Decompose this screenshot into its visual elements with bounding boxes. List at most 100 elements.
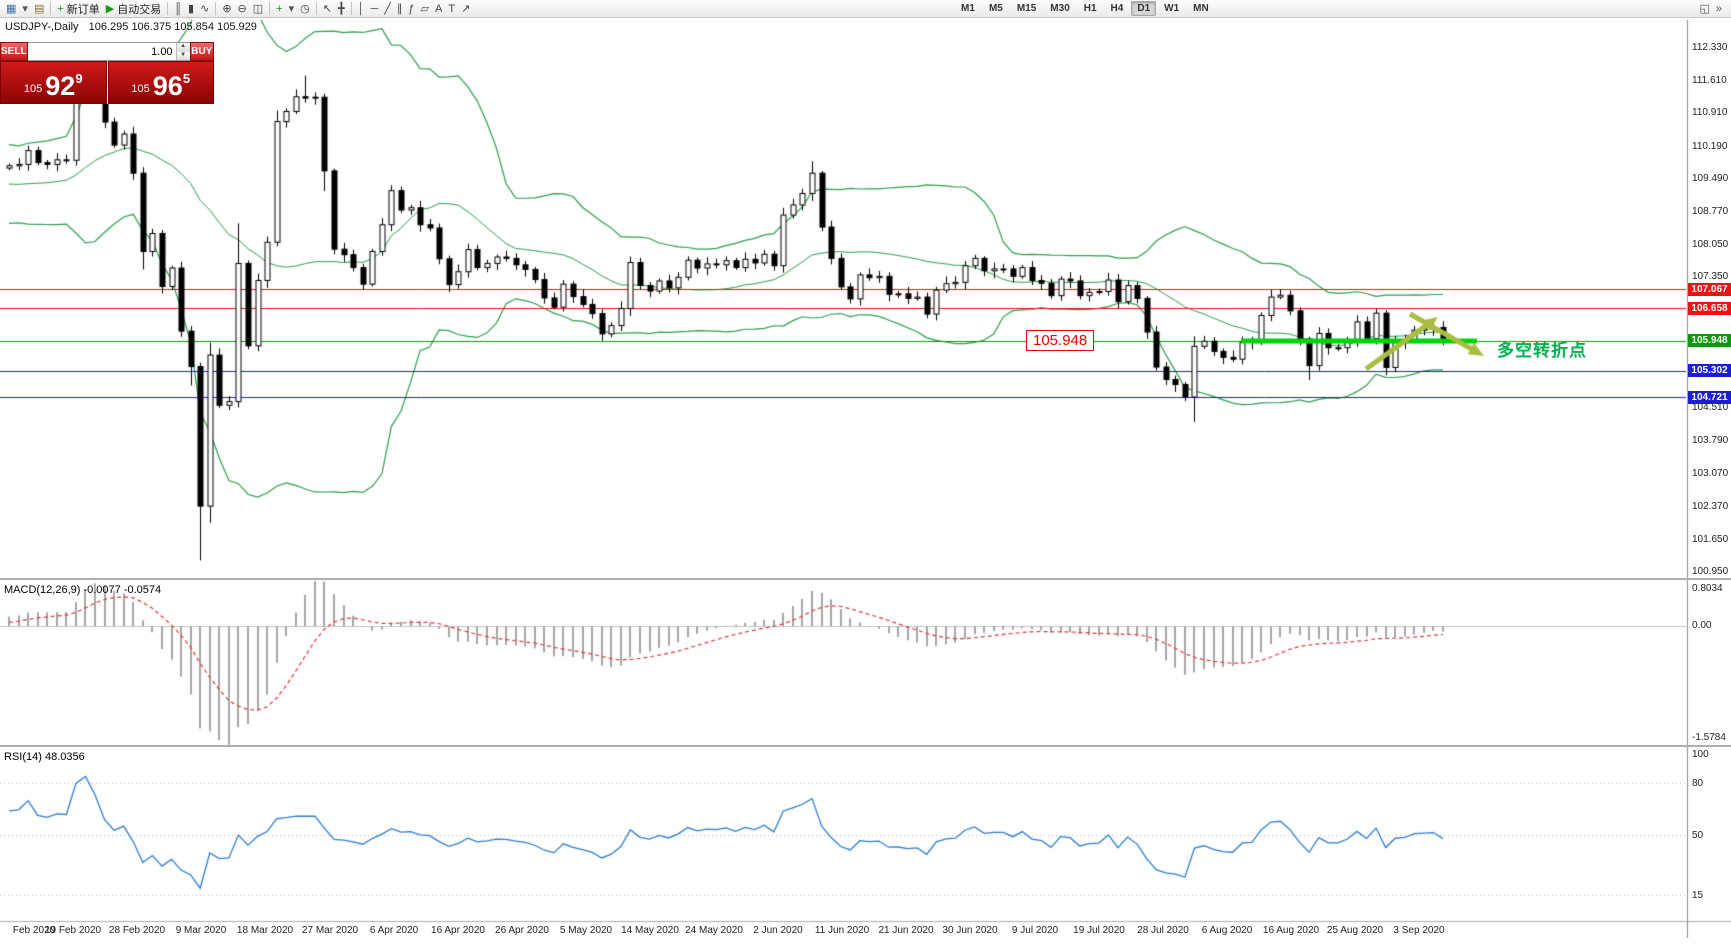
price-level-badge: 104.721	[1688, 391, 1731, 404]
zoom-out-icon[interactable]: ⊖	[235, 1, 250, 17]
macd-min-label: -1.5784	[1692, 732, 1726, 743]
timeframe-mn[interactable]: MN	[1193, 3, 1209, 14]
date-tick-label: 24 May 2020	[685, 925, 743, 936]
price-tick-label: 101.650	[1692, 534, 1729, 545]
rsi-level-label: 15	[1692, 890, 1704, 901]
line-chart-icon[interactable]: ∿	[197, 1, 212, 17]
fibonacci-icon: ƒ	[408, 2, 415, 15]
arrows-icon[interactable]: ↗	[458, 1, 473, 17]
price-level-badge: 105.302	[1688, 364, 1731, 377]
buy-button[interactable]: BUY	[189, 42, 214, 61]
new-order-button[interactable]: + 新订单	[54, 1, 102, 17]
profiles-icon[interactable]: ▤	[31, 1, 47, 17]
zoom-in-icon[interactable]: ⊕	[219, 1, 234, 17]
price-level-badge: 106.658	[1688, 302, 1731, 315]
shapes-icon[interactable]: ▱	[418, 1, 432, 17]
ohlc-values: 106.295 106.375 105.854 105.929	[88, 21, 257, 33]
tile-windows-icon[interactable]: ◫	[250, 1, 266, 17]
vertical-line-icon[interactable]: │	[355, 1, 368, 17]
timeframe-d1[interactable]: D1	[1131, 1, 1157, 16]
sell-button[interactable]: SELL	[0, 42, 28, 61]
timeframe-m15[interactable]: M15	[1016, 3, 1037, 14]
date-tick-label: 16 Apr 2020	[431, 925, 485, 936]
chart-shift-icon: ◱	[1699, 2, 1710, 15]
equidistant-channel-icon: ∥	[396, 2, 403, 15]
horizontal-line-icon[interactable]: ─	[367, 1, 381, 17]
chart-shift-icon[interactable]: ◱	[1696, 1, 1712, 17]
volume-decrease-button[interactable]: ▼	[176, 51, 190, 60]
fibonacci-icon[interactable]: ƒ	[405, 1, 417, 17]
panel-splitter-macd[interactable]	[0, 578, 1731, 580]
sell-price-big: 92	[45, 71, 76, 101]
panel-splitter-rsi[interactable]	[0, 745, 1731, 747]
text-label-icon[interactable]: T	[445, 1, 458, 17]
price-tick-label: 104.510	[1692, 402, 1729, 413]
rsi-level-label: 50	[1692, 830, 1704, 841]
buy-price-prefix: 105	[131, 83, 150, 95]
date-tick-label: 14 May 2020	[621, 925, 679, 936]
turning-point-annotation[interactable]: 多空转折点	[1497, 341, 1587, 360]
crosshair-icon[interactable]: ╋	[335, 1, 348, 17]
timeframe-m1[interactable]: M1	[961, 3, 975, 14]
text-icon[interactable]: A	[432, 1, 445, 17]
rsi-level-label: 80	[1692, 778, 1704, 789]
equidistant-channel-icon[interactable]: ∥	[394, 1, 406, 17]
autotrading-button[interactable]: ▶ 自动交易	[103, 1, 164, 17]
vertical-line-icon: │	[357, 2, 365, 15]
chart-list-dropdown-icon[interactable]: ▾	[19, 1, 31, 17]
timeframe-m5[interactable]: M5	[988, 3, 1003, 14]
date-tick-label: 3 Sep 2020	[1393, 925, 1445, 936]
cursor-icon[interactable]: ↖	[320, 1, 335, 17]
buy-price-sup: 5	[182, 71, 191, 86]
date-tick-label: 11 Jun 2020	[814, 925, 870, 936]
date-tick-label: 6 Apr 2020	[369, 925, 419, 936]
new-chart-icon: ▦	[6, 2, 17, 15]
crosshair-icon: ╋	[337, 2, 345, 15]
toolbar-more-icon[interactable]: »	[1713, 1, 1725, 17]
price-level-callout[interactable]: 105.948	[1026, 330, 1095, 351]
price-tick-label: 108.770	[1692, 206, 1729, 217]
toolbar-separator	[167, 2, 169, 15]
toolbar-main-group: ▦ ▾ ▤ + 新订单 ▶ 自动交易 ║ ▮ ∿ ⊕ ⊖ ◫ + ▾ ◷ ↖ ╋ │ ─ ╱ ∥ ƒ ▱ A T ↗	[3, 1, 473, 17]
volume-field: ▲ ▼	[27, 42, 190, 61]
date-tick-label: Feb 2020	[12, 925, 56, 936]
trendline-icon[interactable]: ╱	[381, 1, 394, 17]
candlestick-chart-icon: ▮	[188, 2, 195, 15]
price-tick-label: 107.350	[1692, 271, 1729, 282]
line-chart-icon: ∿	[200, 2, 210, 15]
buy-price-button[interactable]: 105 96 5	[107, 61, 214, 104]
rsi-max-label: 100	[1692, 749, 1709, 760]
price-tick-label: 110.190	[1692, 141, 1728, 152]
indicators-icon: +	[276, 2, 283, 15]
trendline-icon: ╱	[384, 2, 391, 15]
sell-price-button[interactable]: 105 92 9	[0, 61, 107, 104]
indicators-icon[interactable]: +	[273, 1, 285, 17]
macd-zero-label: 0.00	[1692, 620, 1712, 631]
volume-increase-button[interactable]: ▲	[176, 43, 190, 52]
price-level-badge: 107.067	[1688, 283, 1731, 296]
new-chart-icon[interactable]: ▦	[3, 1, 19, 17]
volume-input[interactable]	[27, 43, 176, 60]
timeframe-h4[interactable]: H4	[1110, 3, 1124, 14]
zoom-in-icon: ⊕	[222, 2, 232, 15]
macd-max-label: 0.8034	[1692, 583, 1723, 594]
indicators-dropdown-icon[interactable]: ▾	[286, 1, 298, 17]
toolbar-separator	[269, 2, 271, 15]
bar-chart-icon[interactable]: ║	[171, 1, 185, 17]
text-label-icon: T	[448, 2, 456, 15]
timeframe-w1[interactable]: W1	[1164, 3, 1180, 14]
date-tick-label: 28 Feb 2020	[108, 925, 166, 936]
date-tick-label: 6 Aug 2020	[1201, 925, 1253, 936]
timeframe-h1[interactable]: H1	[1083, 3, 1097, 14]
timeframe-toolbar: M1 M5 M15 M30 H1 H4 D1 W1 MN	[954, 1, 1216, 16]
date-tick-label: 19 Jul 2020	[1073, 925, 1125, 936]
date-tick-label: 9 Jul 2020	[1011, 925, 1059, 936]
timeframe-m30[interactable]: M30	[1050, 3, 1070, 14]
price-tick-label: 111.610	[1692, 75, 1727, 86]
toolbar-separator	[350, 2, 352, 15]
sell-price-prefix: 105	[23, 83, 43, 95]
candlestick-chart-icon[interactable]: ▮	[185, 1, 197, 17]
periods-icon[interactable]: ◷	[297, 1, 313, 17]
price-level-badge: 105.948	[1688, 334, 1731, 347]
